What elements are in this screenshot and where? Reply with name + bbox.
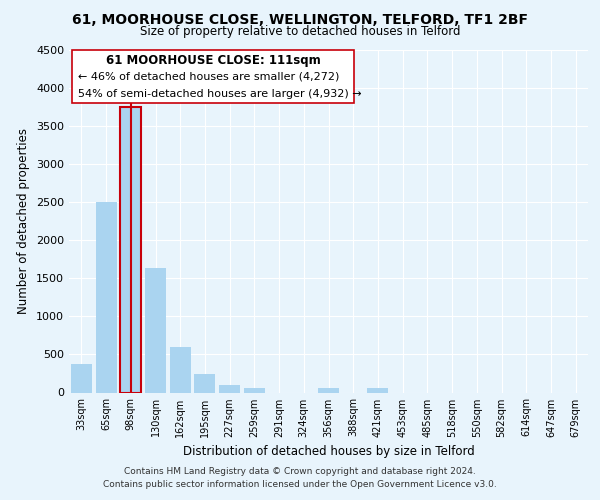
Text: 54% of semi-detached houses are larger (4,932) →: 54% of semi-detached houses are larger (…	[78, 88, 361, 99]
Bar	[318, 388, 339, 392]
Bar	[219, 385, 240, 392]
Bar	[170, 347, 191, 393]
Bar	[145, 268, 166, 392]
Y-axis label: Number of detached properties: Number of detached properties	[17, 128, 31, 314]
Bar	[120, 107, 141, 393]
Text: 61, MOORHOUSE CLOSE, WELLINGTON, TELFORD, TF1 2BF: 61, MOORHOUSE CLOSE, WELLINGTON, TELFORD…	[72, 12, 528, 26]
FancyBboxPatch shape	[71, 50, 355, 103]
Text: Size of property relative to detached houses in Telford: Size of property relative to detached ho…	[140, 25, 460, 38]
Bar	[244, 388, 265, 392]
Bar	[367, 388, 388, 392]
Bar	[71, 364, 92, 392]
Text: 61 MOORHOUSE CLOSE: 111sqm: 61 MOORHOUSE CLOSE: 111sqm	[106, 54, 320, 68]
Text: Contains HM Land Registry data © Crown copyright and database right 2024.: Contains HM Land Registry data © Crown c…	[124, 467, 476, 476]
Text: Contains public sector information licensed under the Open Government Licence v3: Contains public sector information licen…	[103, 480, 497, 489]
Bar	[194, 374, 215, 392]
Bar	[95, 202, 116, 392]
Text: ← 46% of detached houses are smaller (4,272): ← 46% of detached houses are smaller (4,…	[78, 72, 339, 82]
X-axis label: Distribution of detached houses by size in Telford: Distribution of detached houses by size …	[182, 445, 475, 458]
